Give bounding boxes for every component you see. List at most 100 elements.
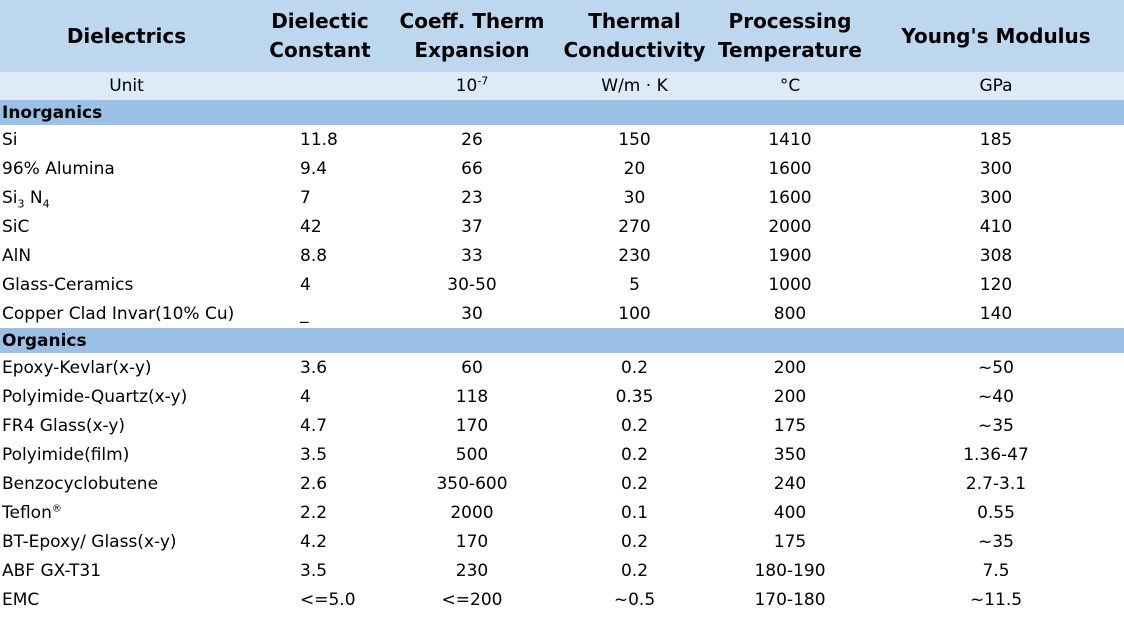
- dielectric-name-text: 96% Alumina: [2, 158, 115, 179]
- cte-cell: 30: [461, 303, 483, 324]
- dielectric-constant-cell: 11.8: [300, 129, 338, 150]
- col-header-dielectric-constant: Dielectic Constant: [253, 0, 387, 72]
- dielectric-constant-cell: 42: [300, 216, 322, 237]
- thermal-conductivity-cell: 270: [618, 216, 651, 237]
- youngs-modulus-cell: 300: [979, 158, 1013, 179]
- table-row: AlN 8.8 33 230 1900 308: [0, 241, 1124, 270]
- dielectric-name: Benzocyclobutene: [0, 469, 253, 498]
- table-row: Copper Clad Invar(10% Cu) _ 30 100 800 140: [0, 299, 1124, 328]
- dielectric-constant-cell: 3.6: [300, 357, 328, 378]
- table-row: FR4 Glass(x-y) 4.7 170 0.2 175 ~35: [0, 411, 1124, 440]
- dielectric-constant-cell: 9.4: [300, 158, 328, 179]
- processing-temperature-cell: 180-190: [754, 560, 826, 581]
- cte-cell: 66: [461, 158, 483, 179]
- dielectric-name-text: ABF GX-T31: [2, 560, 102, 581]
- dielectric-name: Si: [0, 125, 253, 154]
- col-header-dielectrics: Dielectrics: [0, 0, 253, 72]
- table-body: Inorganics Si 11.8 26 150 1410 185 96% Alumina 9…: [0, 100, 1124, 614]
- dielectric-name-text: EMC: [2, 589, 40, 610]
- table-row: Polyimide(film) 3.5 500 0.2 350 1.36-47: [0, 440, 1124, 469]
- processing-temperature-cell: 350: [773, 444, 807, 465]
- section-header-row: Organics: [0, 328, 1124, 353]
- dielectric-name-text: Polyimide(film): [2, 444, 130, 465]
- cte-cell: 37: [461, 216, 483, 237]
- thermal-conductivity-cell: 0.2: [620, 357, 649, 378]
- dielectric-name-text: Glass-Ceramics: [2, 274, 134, 295]
- youngs-modulus-cell: 410: [979, 216, 1013, 237]
- dielectric-name-subscript: 3: [17, 196, 25, 210]
- cte-cell: <=200: [441, 589, 503, 610]
- unit-dielectric-constant: [253, 72, 387, 100]
- dielectric-name: Copper Clad Invar(10% Cu): [0, 299, 253, 328]
- thermal-conductivity-cell: 0.1: [620, 502, 649, 523]
- dielectric-constant-cell: _: [300, 303, 309, 324]
- table-row: Si 11.8 26 150 1410 185: [0, 125, 1124, 154]
- thermal-conductivity-cell: 230: [618, 245, 651, 266]
- dielectric-name-text-2: N: [24, 187, 43, 208]
- youngs-modulus-cell: 7.5: [982, 560, 1010, 581]
- table-row: SiC 42 37 270 2000 410: [0, 212, 1124, 241]
- dielectric-name: Polyimide(film): [0, 440, 253, 469]
- dielectric-name-text: SiC: [2, 216, 30, 237]
- dielectric-name: 96% Alumina: [0, 154, 253, 183]
- cte-cell: 2000: [450, 502, 494, 523]
- table-row: EMC <=5.0 <=200 ~0.5 170-180 ~11.5: [0, 585, 1124, 614]
- section-title: Inorganics: [0, 100, 1124, 125]
- dielectric-name: ABF GX-T31: [0, 556, 253, 585]
- table-row: BT-Epoxy/ Glass(x-y) 4.2 170 0.2 175 ~35: [0, 527, 1124, 556]
- processing-temperature-cell: 1600: [768, 187, 812, 208]
- cte-cell: 60: [461, 357, 483, 378]
- thermal-conductivity-cell: 0.2: [620, 560, 649, 581]
- thermal-conductivity-cell: 100: [618, 303, 651, 324]
- processing-temperature-cell: 1000: [768, 274, 812, 295]
- table-row: Benzocyclobutene 2.6 350-600 0.2 240 2.7-3.1: [0, 469, 1124, 498]
- cte-cell: 170: [455, 531, 489, 552]
- processing-temperature-cell: 400: [773, 502, 807, 523]
- thermal-conductivity-cell: 30: [623, 187, 646, 208]
- processing-temperature-cell: 170-180: [754, 589, 826, 610]
- section-title: Organics: [0, 328, 1124, 353]
- dielectric-constant-cell: 3.5: [300, 444, 328, 465]
- youngs-modulus-cell: 140: [979, 303, 1013, 324]
- processing-temperature-cell: 200: [773, 386, 807, 407]
- cte-cell: 30-50: [447, 274, 497, 295]
- thermal-conductivity-cell: 0.2: [620, 415, 649, 436]
- youngs-modulus-cell: 300: [979, 187, 1013, 208]
- dielectric-name: EMC: [0, 585, 253, 614]
- thermal-conductivity-cell: 5: [629, 274, 640, 295]
- youngs-modulus-cell: ~40: [978, 386, 1014, 407]
- dielectric-constant-cell: 8.8: [300, 245, 328, 266]
- cte-cell: 500: [455, 444, 489, 465]
- youngs-modulus-cell: ~11.5: [969, 589, 1023, 610]
- unit-processing-temperature: °C: [712, 72, 868, 100]
- dielectric-constant-cell: 3.5: [300, 560, 328, 581]
- unit-cte-exponent: -7: [477, 74, 489, 88]
- youngs-modulus-cell: 1.36-47: [963, 444, 1029, 465]
- processing-temperature-cell: 2000: [768, 216, 812, 237]
- dielectric-name-text: BT-Epoxy/ Glass(x-y): [2, 531, 177, 552]
- thermal-conductivity-cell: 150: [618, 129, 651, 150]
- registered-mark: ®: [51, 502, 62, 514]
- dielectric-name-text: Copper Clad Invar(10% Cu): [2, 303, 235, 324]
- unit-cte-base: 10: [455, 76, 478, 96]
- processing-temperature-cell: 1410: [768, 129, 812, 150]
- table-row: ABF GX-T31 3.5 230 0.2 180-190 7.5: [0, 556, 1124, 585]
- cte-cell: 350-600: [436, 473, 508, 494]
- processing-temperature-cell: 1600: [768, 158, 812, 179]
- youngs-modulus-cell: 120: [979, 274, 1013, 295]
- dielectric-constant-cell: 4: [300, 386, 311, 407]
- table-row: Polyimide-Quartz(x-y) 4 118 0.35 200 ~40: [0, 382, 1124, 411]
- thermal-conductivity-cell: 0.2: [620, 444, 649, 465]
- thermal-conductivity-cell: 20: [623, 158, 646, 179]
- dielectric-name-text: Si: [2, 187, 18, 208]
- cte-cell: 26: [461, 129, 483, 150]
- dielectric-name-text: Polyimide-Quartz(x-y): [2, 386, 188, 407]
- dielectric-constant-cell: 2.6: [300, 473, 328, 494]
- dielectric-name: Polyimide-Quartz(x-y): [0, 382, 253, 411]
- dielectric-name: Teflon®: [0, 498, 253, 527]
- dielectric-name-subscript-2: 4: [42, 196, 50, 210]
- unit-thermal-conductivity: W/m · K: [557, 72, 712, 100]
- cte-cell: 118: [455, 386, 489, 407]
- youngs-modulus-cell: ~35: [978, 531, 1014, 552]
